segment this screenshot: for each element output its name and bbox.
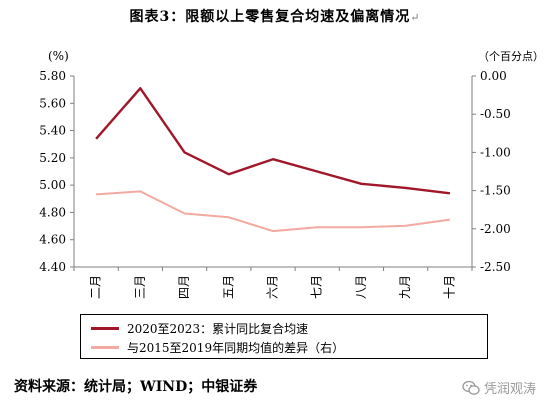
x-tick-label: 五月 <box>221 275 235 299</box>
source-note: 资料来源：统计局；WIND；中银证券 <box>14 379 258 395</box>
y-right-tick-label: 0.00 <box>480 69 507 83</box>
watermark-text: 凭润观涛 <box>483 382 536 397</box>
line-chart: 5.80 5.60 5.40 5.20 5.00 4.80 4.60 4.40 0.00 -0.5… <box>39 49 544 299</box>
y-left-tick-label: 4.60 <box>39 233 66 247</box>
legend-swatch-series-2 <box>91 345 119 349</box>
y-right-tick-label: -1.00 <box>480 145 511 159</box>
x-tick-label: 七月 <box>310 275 324 299</box>
y-left-tick-label: 4.80 <box>39 205 66 219</box>
x-tick-label: 六月 <box>266 275 280 299</box>
y-left-tick-label: 5.40 <box>39 124 66 138</box>
y-left-tick-label: 4.40 <box>39 260 66 274</box>
x-tick-label: 十月 <box>442 275 456 299</box>
y-right-tick-label: -2.50 <box>480 260 511 274</box>
x-tick-label: 九月 <box>398 275 412 299</box>
legend-label-series-2: 与2015至2019年同期均值的差异（右） <box>127 340 345 355</box>
y-right-unit-label: （个百分点） <box>478 50 544 63</box>
x-tick-label: 四月 <box>177 275 191 299</box>
x-tick-label: 八月 <box>354 275 368 299</box>
series-line-1 <box>95 87 451 195</box>
paragraph-mark: ↵ <box>410 11 421 24</box>
y-right-tick-label: -0.50 <box>480 107 511 121</box>
x-tick-label: 二月 <box>89 275 103 299</box>
y-left-tick-label: 5.60 <box>39 96 66 110</box>
watermark: 凭润观涛 <box>462 378 536 397</box>
y-right-tick-label: -2.00 <box>480 222 511 236</box>
y-left-unit-label: (%) <box>48 49 69 63</box>
wechat-icon <box>462 380 480 395</box>
y-left-tick-label: 5.80 <box>39 69 66 83</box>
series-line-2 <box>96 190 451 233</box>
legend-swatch-series-1 <box>91 326 119 330</box>
y-left-tick-label: 5.20 <box>39 151 66 165</box>
y-left-tick-label: 5.00 <box>39 178 66 192</box>
y-right-tick-label: -1.50 <box>480 184 511 198</box>
legend-label-series-1: 2020至2023：累计同比复合均速 <box>127 321 309 336</box>
x-tick-label: 三月 <box>133 275 147 299</box>
legend-item-series-1: 2020至2023：累计同比复合均速 <box>91 318 308 338</box>
chart-title: 图表3：限额以上零售复合均速及偏离情况↵ <box>129 9 421 25</box>
legend-item-series-2: 与2015至2019年同期均值的差异（右） <box>91 337 344 357</box>
legend: 2020至2023：累计同比复合均速 与2015至2019年同期均值的差异（右） <box>80 314 488 359</box>
